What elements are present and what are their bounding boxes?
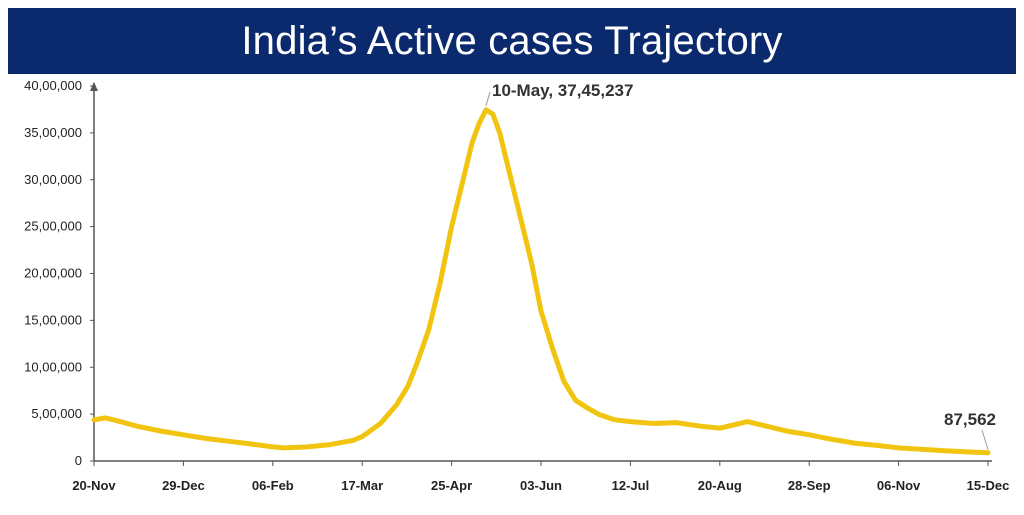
x-tick-label: 03-Jun bbox=[520, 478, 562, 493]
x-tick-label: 12-Jul bbox=[612, 478, 650, 493]
y-tick-label: 10,00,000 bbox=[24, 359, 82, 374]
peak-annotation-label: 10-May, 37,45,237 bbox=[492, 81, 633, 100]
x-tick-label: 20-Nov bbox=[72, 478, 116, 493]
x-tick-label: 06-Nov bbox=[877, 478, 921, 493]
x-tick-label: 25-Apr bbox=[431, 478, 472, 493]
chart-title-banner: India’s Active cases Trajectory bbox=[8, 8, 1016, 74]
peak-annotation-leader bbox=[485, 91, 491, 107]
chart-title: India’s Active cases Trajectory bbox=[241, 18, 783, 63]
y-tick-label: 0 bbox=[75, 453, 82, 468]
y-tick-label: 5,00,000 bbox=[31, 406, 82, 421]
x-tick-label: 28-Sep bbox=[788, 478, 831, 493]
x-tick-label: 06-Feb bbox=[252, 478, 294, 493]
y-tick-label: 30,00,000 bbox=[24, 172, 82, 187]
y-tick-label: 35,00,000 bbox=[24, 125, 82, 140]
y-tick-label: 15,00,000 bbox=[24, 312, 82, 327]
y-tick-label: 40,00,000 bbox=[24, 78, 82, 93]
x-tick-label: 15-Dec bbox=[967, 478, 1010, 493]
y-tick-label: 20,00,000 bbox=[24, 266, 82, 281]
latest-annotation-label: 87,562 bbox=[944, 410, 996, 429]
latest-annotation-leader bbox=[981, 429, 989, 450]
active-cases-line bbox=[91, 107, 991, 456]
y-tick-label: 25,00,000 bbox=[24, 219, 82, 234]
x-tick-label: 20-Aug bbox=[698, 478, 742, 493]
x-tick-label: 29-Dec bbox=[162, 478, 205, 493]
x-tick-label: 17-Mar bbox=[341, 478, 383, 493]
